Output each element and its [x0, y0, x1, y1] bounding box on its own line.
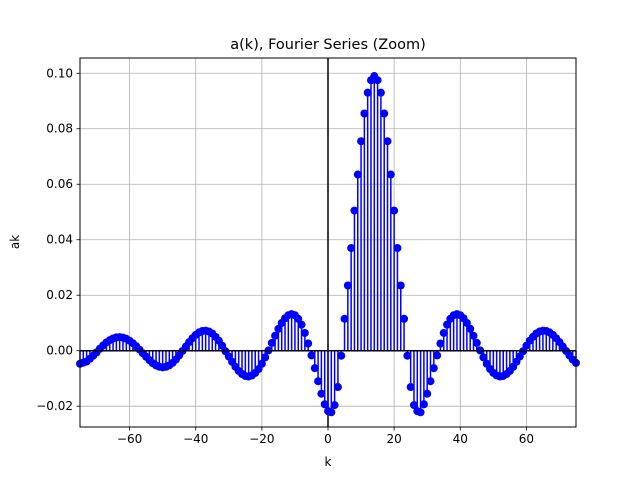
- y-axis-label: ak: [8, 235, 22, 249]
- stem-marker: [360, 109, 369, 118]
- stem-marker: [294, 314, 303, 323]
- stem-marker: [340, 314, 349, 323]
- stem-marker: [386, 170, 395, 179]
- y-tick-label: 0.00: [46, 344, 73, 358]
- stem-marker: [400, 314, 409, 323]
- y-tick-label: 0.02: [46, 288, 73, 302]
- stem-marker: [396, 281, 405, 290]
- stem-marker: [310, 364, 319, 373]
- stem-marker: [376, 88, 385, 97]
- stem-marker: [343, 281, 352, 290]
- stem-marker: [330, 401, 339, 410]
- stem-marker: [406, 383, 415, 392]
- stem-marker: [403, 351, 412, 360]
- stem-marker: [320, 400, 329, 409]
- stem-marker: [380, 109, 389, 118]
- stem-marker: [300, 328, 309, 337]
- stem-marker: [416, 408, 425, 417]
- stem-marker: [383, 137, 392, 146]
- stem-marker: [314, 377, 323, 386]
- x-axis-ticks: −60 −40 −20 0 20 40 60: [117, 427, 534, 446]
- stem-marker: [297, 320, 306, 329]
- stem-marker: [390, 206, 399, 215]
- y-tick-label: 0.10: [46, 66, 73, 80]
- stem-marker: [443, 320, 452, 329]
- stem-marker: [429, 364, 438, 373]
- y-tick-label: −0.02: [36, 399, 73, 413]
- stem-marker: [307, 351, 316, 360]
- stem-marker: [350, 206, 359, 215]
- x-tick-label: −20: [249, 432, 274, 446]
- stem-marker: [257, 359, 266, 368]
- stem-marker: [317, 389, 326, 398]
- stem-marker: [439, 328, 448, 337]
- x-tick-label: −60: [117, 432, 142, 446]
- stem-marker: [393, 244, 402, 253]
- x-tick-label: −40: [183, 432, 208, 446]
- x-tick-label: 20: [386, 432, 401, 446]
- y-tick-label: 0.08: [46, 122, 73, 136]
- stem-marker: [333, 383, 342, 392]
- stem-marker: [469, 331, 478, 340]
- stem-marker: [357, 137, 366, 146]
- stem-marker: [466, 324, 475, 333]
- stem-marker: [373, 76, 382, 85]
- stem-marker: [419, 400, 428, 409]
- stem-marker: [337, 351, 346, 360]
- stem-marker: [353, 170, 362, 179]
- chart-title: a(k), Fourier Series (Zoom): [230, 37, 426, 53]
- stem-marker: [462, 318, 471, 327]
- stem-marker: [347, 244, 356, 253]
- stem-marker: [472, 338, 481, 347]
- stem-marker: [304, 339, 313, 348]
- stem-marker: [423, 389, 432, 398]
- y-tick-label: 0.04: [46, 233, 73, 247]
- stem-marker: [271, 331, 280, 340]
- x-tick-label: 40: [453, 432, 468, 446]
- stem-marker: [479, 353, 488, 362]
- stem-marker: [363, 88, 372, 97]
- x-tick-label: 0: [324, 432, 332, 446]
- x-tick-label: 60: [519, 432, 534, 446]
- stem-marker: [261, 353, 270, 362]
- stem-marker: [433, 351, 442, 360]
- stem-marker: [436, 339, 445, 348]
- y-tick-label: 0.06: [46, 177, 73, 191]
- stem-marker: [426, 377, 435, 386]
- y-axis-ticks: −0.02 0.00 0.02 0.04 0.06 0.08 0.10: [36, 66, 80, 413]
- x-axis-label: k: [325, 455, 332, 469]
- stem-marker: [327, 408, 336, 417]
- stem-marker: [409, 401, 418, 410]
- stem-marker: [274, 324, 283, 333]
- stem-marker: [267, 338, 276, 347]
